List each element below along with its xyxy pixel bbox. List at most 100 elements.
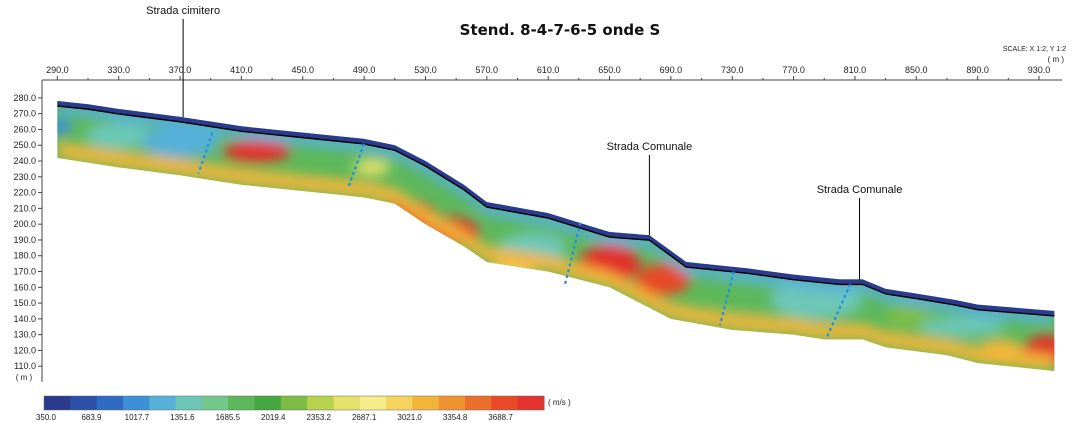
- colorbar-swatch: [386, 396, 413, 410]
- velocity-zone: [84, 123, 153, 149]
- annotations: Strada cimitero Strada Comunale Strada Com…: [146, 5, 902, 280]
- y-tick-label: 210.0: [13, 203, 36, 213]
- y-tick-label: 260.0: [13, 124, 36, 134]
- colorbar-swatch: [280, 396, 308, 410]
- colorbar-tick-label: 3688.7: [488, 413, 513, 422]
- colorbar-tick-label: 683.9: [81, 413, 102, 422]
- bottom-fringe: [824, 323, 863, 340]
- y-tick-label: 190.0: [13, 235, 36, 245]
- bottom-fringe: [394, 187, 426, 225]
- y-tick-label: 230.0: [13, 172, 36, 182]
- colorbar-tick-label: 350.0: [36, 413, 57, 422]
- bottom-fringe: [364, 181, 395, 204]
- x-tick-label: 530.0: [414, 65, 437, 75]
- colorbar-swatch: [149, 396, 177, 410]
- velocity-zone: [635, 263, 691, 296]
- annotation-label: Strada cimitero: [146, 5, 220, 17]
- y-tick-label: 180.0: [13, 251, 36, 261]
- dashed-boundary-line: [197, 132, 214, 175]
- bottom-fringe: [862, 323, 886, 348]
- velocity-zone: [57, 118, 73, 135]
- colorbar-tick-label: 3354.8: [443, 413, 468, 422]
- axes-frame: [41, 79, 1062, 382]
- y-tick-label: 270.0: [13, 109, 36, 119]
- bottom-fringe: [180, 159, 242, 185]
- bottom-fringe: [793, 318, 825, 340]
- colorbar-swatch: [122, 396, 150, 410]
- y-tick-label: 120.0: [13, 345, 36, 355]
- y-tick-label: 220.0: [13, 188, 36, 198]
- y-tick-label: 200.0: [13, 219, 36, 229]
- colorbar-swatch: [254, 396, 282, 410]
- bottom-fringe: [885, 331, 947, 356]
- velocity-zone: [919, 317, 1006, 337]
- colorbar-swatch: [359, 396, 387, 410]
- bottom-fringe: [548, 255, 610, 288]
- velocity-zone: [709, 279, 786, 311]
- colorbar-frame: [43, 395, 545, 411]
- x-tick-label: 330.0: [107, 65, 130, 75]
- x-tick-label: 610.0: [537, 65, 560, 75]
- topographic-surface-line: [57, 105, 1055, 317]
- x-tick-label: 370.0: [169, 65, 192, 75]
- y-axis-ticks: 280.0 270.0 260.0 250.0 240.0 230.0 220.0 210.0…: [13, 93, 42, 371]
- x-tick-label: 290.0: [46, 65, 69, 75]
- x-unit-label: ( m ): [1048, 55, 1065, 64]
- colorbar-swatch: [44, 396, 71, 410]
- y-tick-label: 170.0: [13, 267, 36, 277]
- x-tick-label: 770.0: [782, 65, 805, 75]
- colorbar-tick-label: 1017.7: [125, 413, 150, 422]
- dashed-boundary-line: [563, 222, 582, 285]
- bottom-fringe: [118, 151, 181, 176]
- colorbar: 350.0 683.9 1017.7 1351.6 1685.5 2019.4 2353.2…: [36, 395, 571, 422]
- velocity-zone: [885, 304, 932, 327]
- bottom-fringe: [486, 246, 549, 272]
- y-tick-label: 130.0: [13, 330, 36, 340]
- colorbar-swatch: [307, 396, 334, 410]
- bottom-fringe: [241, 168, 303, 192]
- colorbar-swatch: [412, 396, 440, 410]
- colorbar-swatch: [333, 396, 361, 410]
- velocity-zone: [222, 140, 291, 163]
- colorbar-swatch: [517, 396, 545, 410]
- colorbar-unit: ( m/s ): [548, 398, 571, 407]
- bottom-fringe: [425, 208, 464, 247]
- annotation-label: Strada Comunale: [607, 141, 693, 153]
- x-tick-label: 930.0: [1028, 65, 1051, 75]
- x-tick-label: 690.0: [660, 65, 683, 75]
- y-tick-label: 140.0: [13, 314, 36, 324]
- x-tick-label: 450.0: [291, 65, 314, 75]
- colorbar-tick-label: 2019.4: [261, 413, 286, 422]
- colorbar-swatch: [438, 396, 466, 410]
- y-unit-label: ( m ): [16, 373, 33, 382]
- x-tick-label: 570.0: [476, 65, 499, 75]
- colorbar-swatch: [96, 396, 124, 410]
- scale-note: SCALE: X 1:2, Y 1:2: [1003, 46, 1066, 53]
- x-tick-label: 490.0: [353, 65, 376, 75]
- colorbar-tick-label: 3021.0: [397, 413, 422, 422]
- colorbar-tick-label: 2687.1: [352, 413, 377, 422]
- colorbar-swatch: [228, 396, 256, 410]
- x-tick-label: 410.0: [230, 65, 253, 75]
- colorbar-swatch: [491, 396, 519, 410]
- x-axis-ticks: 290.0 330.0 370.0 410.0 450.0 490.0 530.0 570.0…: [46, 65, 1050, 80]
- bottom-fringe: [977, 347, 1055, 371]
- x-tick-label: 650.0: [598, 65, 621, 75]
- bottom-fringe: [946, 339, 978, 364]
- y-tick-label: 240.0: [13, 156, 36, 166]
- dashed-boundary-line: [347, 143, 366, 187]
- colorbar-swatch: [465, 396, 492, 410]
- bottom-fringe: [670, 303, 733, 330]
- bottom-fringe: [463, 230, 487, 263]
- colorbar-swatch: [175, 396, 203, 410]
- x-tick-label: 850.0: [905, 65, 928, 75]
- velocity-zone: [353, 159, 391, 176]
- colorbar-tick-label: 2353.2: [306, 413, 331, 422]
- y-tick-label: 280.0: [13, 93, 36, 103]
- colorbar-tick-label: 1351.6: [170, 413, 195, 422]
- y-tick-label: 110.0: [14, 361, 36, 371]
- x-tick-label: 730.0: [721, 65, 744, 75]
- x-tick-label: 890.0: [966, 65, 989, 75]
- y-tick-label: 150.0: [13, 298, 36, 308]
